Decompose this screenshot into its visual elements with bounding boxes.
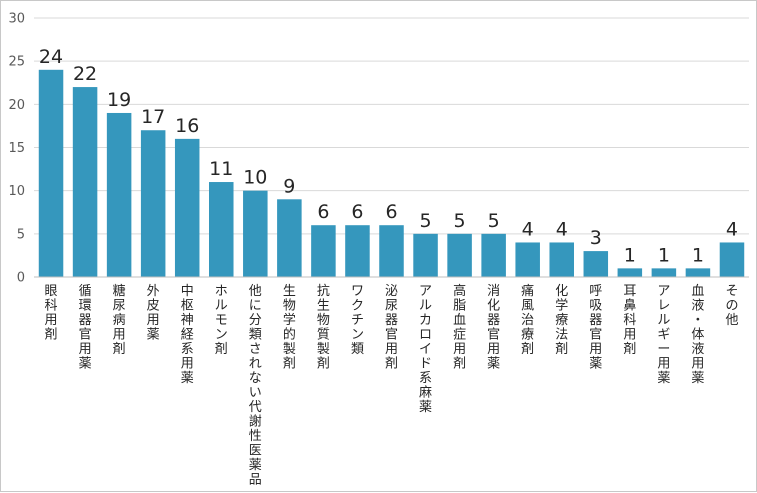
y-tick-label: 0 — [17, 271, 25, 286]
x-tick-label: 化学療法剤 — [555, 284, 568, 357]
data-label: 5 — [454, 210, 466, 232]
data-label: 6 — [317, 201, 329, 223]
bars — [38, 69, 745, 277]
y-tick-label: 25 — [8, 55, 25, 70]
x-tick-label: 抗生物質製剤 — [317, 284, 330, 372]
bar — [515, 242, 540, 277]
data-label: 11 — [209, 158, 233, 180]
bar — [209, 182, 234, 277]
data-label: 24 — [39, 46, 63, 68]
data-label: 1 — [658, 244, 670, 266]
bar — [413, 233, 438, 277]
bar — [140, 130, 166, 277]
x-tick-label: 眼科用剤 — [45, 284, 58, 343]
data-label: 1 — [624, 244, 636, 266]
x-tick-label: 耳鼻科用剤 — [623, 284, 636, 357]
bar — [311, 225, 336, 277]
y-tick-label: 20 — [8, 98, 25, 113]
x-axis-categories: 眼科用剤 循環器官用薬 糖尿病用剤 外皮用薬 中枢神経系用薬 ホルモン剤 他に分類されない代… — [45, 283, 739, 488]
bar — [685, 268, 711, 277]
bar — [481, 233, 506, 277]
y-axis-ticks: 0 5 10 15 20 25 30 — [8, 12, 25, 286]
bar — [345, 225, 370, 277]
x-tick-label: アルカロイド系麻薬 — [419, 284, 432, 415]
x-tick-label: 糖尿病用剤 — [113, 283, 126, 357]
bar — [277, 199, 302, 277]
data-label: 5 — [420, 210, 432, 232]
data-label: 1 — [692, 244, 704, 266]
data-label: 3 — [590, 227, 602, 249]
data-label: 16 — [175, 115, 199, 137]
y-tick-label: 5 — [17, 227, 25, 242]
bar — [243, 190, 268, 277]
x-tick-label: ワクチン類 — [351, 284, 364, 357]
bar — [447, 233, 472, 277]
x-tick-label: 循環器官用薬 — [79, 284, 92, 372]
y-tick-label: 15 — [8, 141, 25, 156]
y-tick-label: 30 — [8, 12, 25, 27]
x-tick-label: 泌尿器官用剤 — [385, 284, 398, 372]
x-tick-label: ホルモン剤 — [215, 284, 228, 357]
x-tick-label: その他 — [725, 284, 738, 328]
data-label: 22 — [73, 63, 97, 85]
bar — [617, 268, 643, 277]
bar — [38, 69, 64, 277]
x-tick-label: 中枢神経系用薬 — [181, 284, 194, 386]
bar — [174, 138, 200, 277]
x-tick-label: アレルギー用薬 — [657, 284, 670, 386]
data-label: 9 — [283, 175, 295, 197]
y-tick-label: 10 — [8, 184, 25, 199]
x-tick-label: 高脂血症用剤 — [453, 283, 466, 372]
x-tick-label: 外皮用薬 — [147, 284, 160, 343]
bar — [72, 87, 98, 277]
bar — [106, 112, 132, 277]
bar — [549, 242, 574, 277]
data-label: 10 — [243, 167, 267, 189]
x-tick-label: 痛風治療剤 — [521, 283, 534, 357]
data-label: 17 — [141, 106, 165, 128]
bar — [379, 225, 404, 277]
data-label: 6 — [385, 201, 397, 223]
x-tick-label: 消化器官用薬 — [487, 284, 500, 372]
bar — [719, 242, 745, 277]
data-label: 6 — [351, 201, 363, 223]
x-tick-label: 呼吸器官用薬 — [589, 284, 602, 372]
data-label: 4 — [726, 218, 738, 240]
x-tick-label: 他に分類されない代謝性医薬品 — [249, 284, 262, 488]
bar — [651, 268, 677, 277]
x-tick-label: 血液・体液用薬 — [691, 284, 704, 386]
data-label: 5 — [488, 210, 500, 232]
data-label: 4 — [556, 218, 568, 240]
data-label: 4 — [522, 218, 534, 240]
bar — [583, 251, 609, 277]
x-tick-label: 生物学的製剤 — [283, 284, 296, 372]
data-label: 19 — [107, 89, 131, 111]
